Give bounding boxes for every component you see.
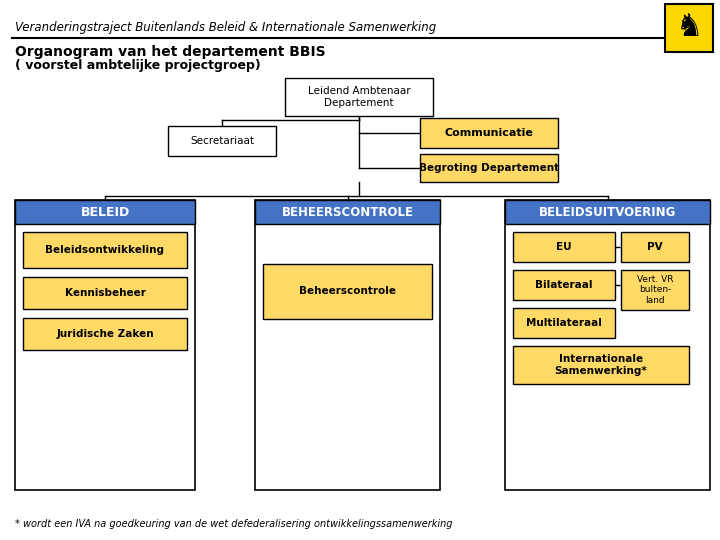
Bar: [285, 78, 433, 116]
Text: Organogram van het departement BBIS: Organogram van het departement BBIS: [15, 45, 325, 59]
Text: Multilateraal: Multilateraal: [526, 318, 602, 328]
Text: BELEID: BELEID: [81, 206, 130, 219]
Bar: [513, 270, 615, 300]
Text: ♞: ♞: [675, 14, 703, 43]
Text: Leidend Ambtenaar
Departement: Leidend Ambtenaar Departement: [307, 86, 410, 108]
Bar: [621, 232, 689, 262]
Bar: [255, 200, 440, 224]
Text: Internationale
Samenwerking*: Internationale Samenwerking*: [554, 354, 647, 376]
Bar: [263, 264, 432, 319]
Bar: [255, 200, 440, 490]
Bar: [505, 200, 710, 224]
Text: Begroting Departement: Begroting Departement: [419, 163, 559, 173]
Text: PV: PV: [647, 242, 663, 252]
Text: Vert. VR
bulten-
land: Vert. VR bulten- land: [636, 275, 673, 305]
Text: Bilateraal: Bilateraal: [535, 280, 593, 290]
Text: BELEIDSUITVOERING: BELEIDSUITVOERING: [539, 206, 676, 219]
Bar: [513, 308, 615, 338]
Bar: [513, 346, 689, 384]
Text: * wordt een IVA na goedkeuring van de wet defederalisering ontwikkelingssamenwer: * wordt een IVA na goedkeuring van de we…: [15, 519, 452, 529]
Text: Beheerscontrole: Beheerscontrole: [299, 287, 396, 296]
Text: Veranderingstraject Buitenlands Beleid & Internationale Samenwerking: Veranderingstraject Buitenlands Beleid &…: [15, 22, 436, 35]
Bar: [665, 4, 713, 52]
Bar: [168, 126, 276, 156]
Text: ( voorstel ambtelijke projectgroep): ( voorstel ambtelijke projectgroep): [15, 59, 261, 72]
Text: EU: EU: [556, 242, 572, 252]
Text: Beleidsontwikkeling: Beleidsontwikkeling: [45, 245, 164, 255]
Bar: [420, 118, 558, 148]
Text: Juridische Zaken: Juridische Zaken: [56, 329, 154, 339]
Bar: [23, 277, 187, 309]
Bar: [505, 200, 710, 490]
Bar: [513, 232, 615, 262]
Text: Secretariaat: Secretariaat: [190, 136, 254, 146]
Bar: [15, 200, 195, 224]
Text: Kennisbeheer: Kennisbeheer: [65, 288, 145, 298]
Bar: [420, 154, 558, 182]
Text: BEHEERSCONTROLE: BEHEERSCONTROLE: [282, 206, 413, 219]
Bar: [621, 270, 689, 310]
Bar: [23, 232, 187, 268]
Bar: [15, 200, 195, 490]
Bar: [23, 318, 187, 350]
Text: Communicatie: Communicatie: [444, 128, 534, 138]
